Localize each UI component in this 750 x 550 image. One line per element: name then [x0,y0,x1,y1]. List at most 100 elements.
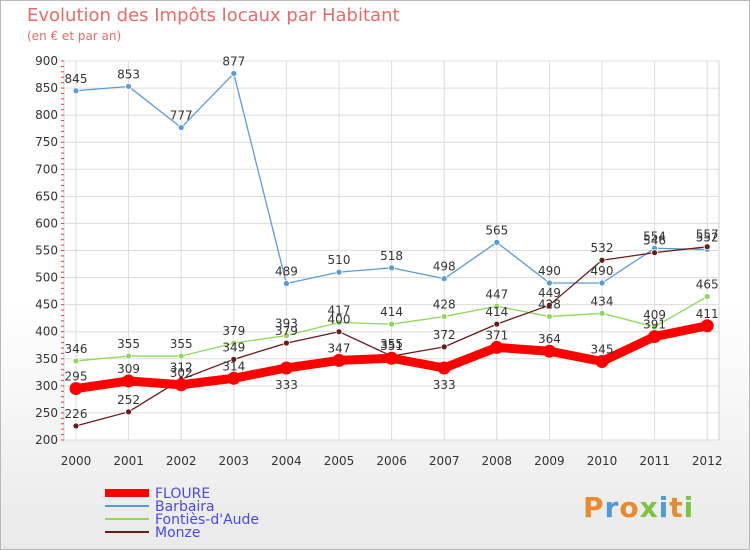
x-tick-label: 2004 [271,454,302,468]
data-point [388,320,396,328]
data-point [177,352,185,360]
x-tick-label: 2005 [324,454,355,468]
data-label: 447 [485,287,508,301]
data-label: 391 [643,318,666,332]
y-tick-label: 550 [35,244,58,258]
data-label: 314 [222,359,245,373]
data-label: 364 [538,332,561,346]
data-label: 349 [222,340,245,354]
data-label: 295 [65,370,88,384]
y-tick-label: 200 [35,433,58,447]
data-point [177,124,185,131]
y-tick-label: 300 [35,379,58,393]
data-point [703,243,711,251]
data-label: 309 [117,362,140,376]
data-point [651,249,658,257]
x-tick-label: 2012 [692,454,723,468]
data-point [125,408,132,416]
data-point [335,328,343,336]
data-label: 552 [696,230,719,244]
data-label: 417 [328,304,351,318]
data-label: 428 [433,298,456,312]
data-label: 554 [643,229,666,243]
y-tick-label: 700 [35,162,58,176]
x-tick-label: 2009 [534,454,565,468]
data-label: 557 [696,228,719,242]
data-label: 565 [485,223,508,237]
data-point [542,344,556,358]
data-label: 346 [65,342,88,356]
data-label: 777 [170,109,193,123]
data-point [440,343,448,351]
data-label: 489 [275,265,298,279]
data-label: 355 [380,337,403,351]
data-label: 312 [170,360,193,374]
y-tick-label: 850 [35,81,58,95]
data-point [703,293,711,300]
data-label: 371 [485,328,508,342]
y-tick-label: 250 [35,406,58,420]
data-point [69,382,83,396]
data-point [227,371,241,385]
data-point [493,238,501,246]
data-label: 546 [643,234,666,248]
data-label: 490 [538,264,561,278]
data-point [595,354,609,368]
y-tick-label: 400 [35,325,58,339]
data-label: 449 [538,286,561,300]
data-label: 498 [433,260,456,274]
data-point [125,83,132,90]
data-point [122,374,136,388]
data-point [490,340,504,354]
y-tick-label: 800 [35,108,58,122]
data-point [648,330,662,344]
legend-label: Fontiès-d'Aude [155,512,259,528]
data-label: 333 [433,378,456,392]
data-label: 490 [591,264,614,278]
x-tick-label: 2010 [587,454,618,468]
data-point [388,264,396,272]
data-label: 853 [117,67,140,81]
y-tick-label: 500 [35,271,58,285]
legend-label: Monze [155,525,200,541]
x-tick-label: 2007 [429,454,460,468]
data-label: 434 [591,294,614,308]
data-point [546,279,553,287]
data-label: 302 [170,366,193,380]
data-point [72,357,80,365]
data-label: 379 [222,324,245,338]
data-point [230,355,238,363]
data-point [230,339,238,347]
data-label: 355 [117,337,140,351]
data-point [598,256,606,264]
data-label: 333 [275,378,298,392]
data-label: 845 [65,72,88,86]
data-point [493,320,501,328]
data-label: 465 [696,278,719,292]
chart-title: Evolution des Impôts locaux par Habitant [27,5,400,26]
data-label: 409 [643,308,666,322]
x-tick-label: 2006 [376,454,407,468]
data-point [385,351,399,365]
data-label: 355 [170,337,193,351]
y-tick-label: 650 [35,189,58,203]
data-label: 400 [328,313,351,327]
x-tick-label: 2000 [61,454,92,468]
data-point [72,422,80,430]
data-point [598,279,606,287]
data-label: 428 [538,298,561,312]
data-point [598,309,606,317]
data-label: 414 [380,305,403,319]
y-tick-label: 450 [35,298,58,312]
data-point [125,352,132,360]
x-tick-label: 2003 [219,454,250,468]
data-point [335,268,343,276]
data-point [440,313,448,320]
y-tick-label: 600 [35,216,58,230]
data-label: 877 [222,54,245,68]
data-label: 226 [65,407,88,421]
data-label: 532 [591,241,614,255]
data-point [282,280,290,287]
legend-label: Barbaira [155,499,215,515]
data-label: 351 [380,339,403,353]
